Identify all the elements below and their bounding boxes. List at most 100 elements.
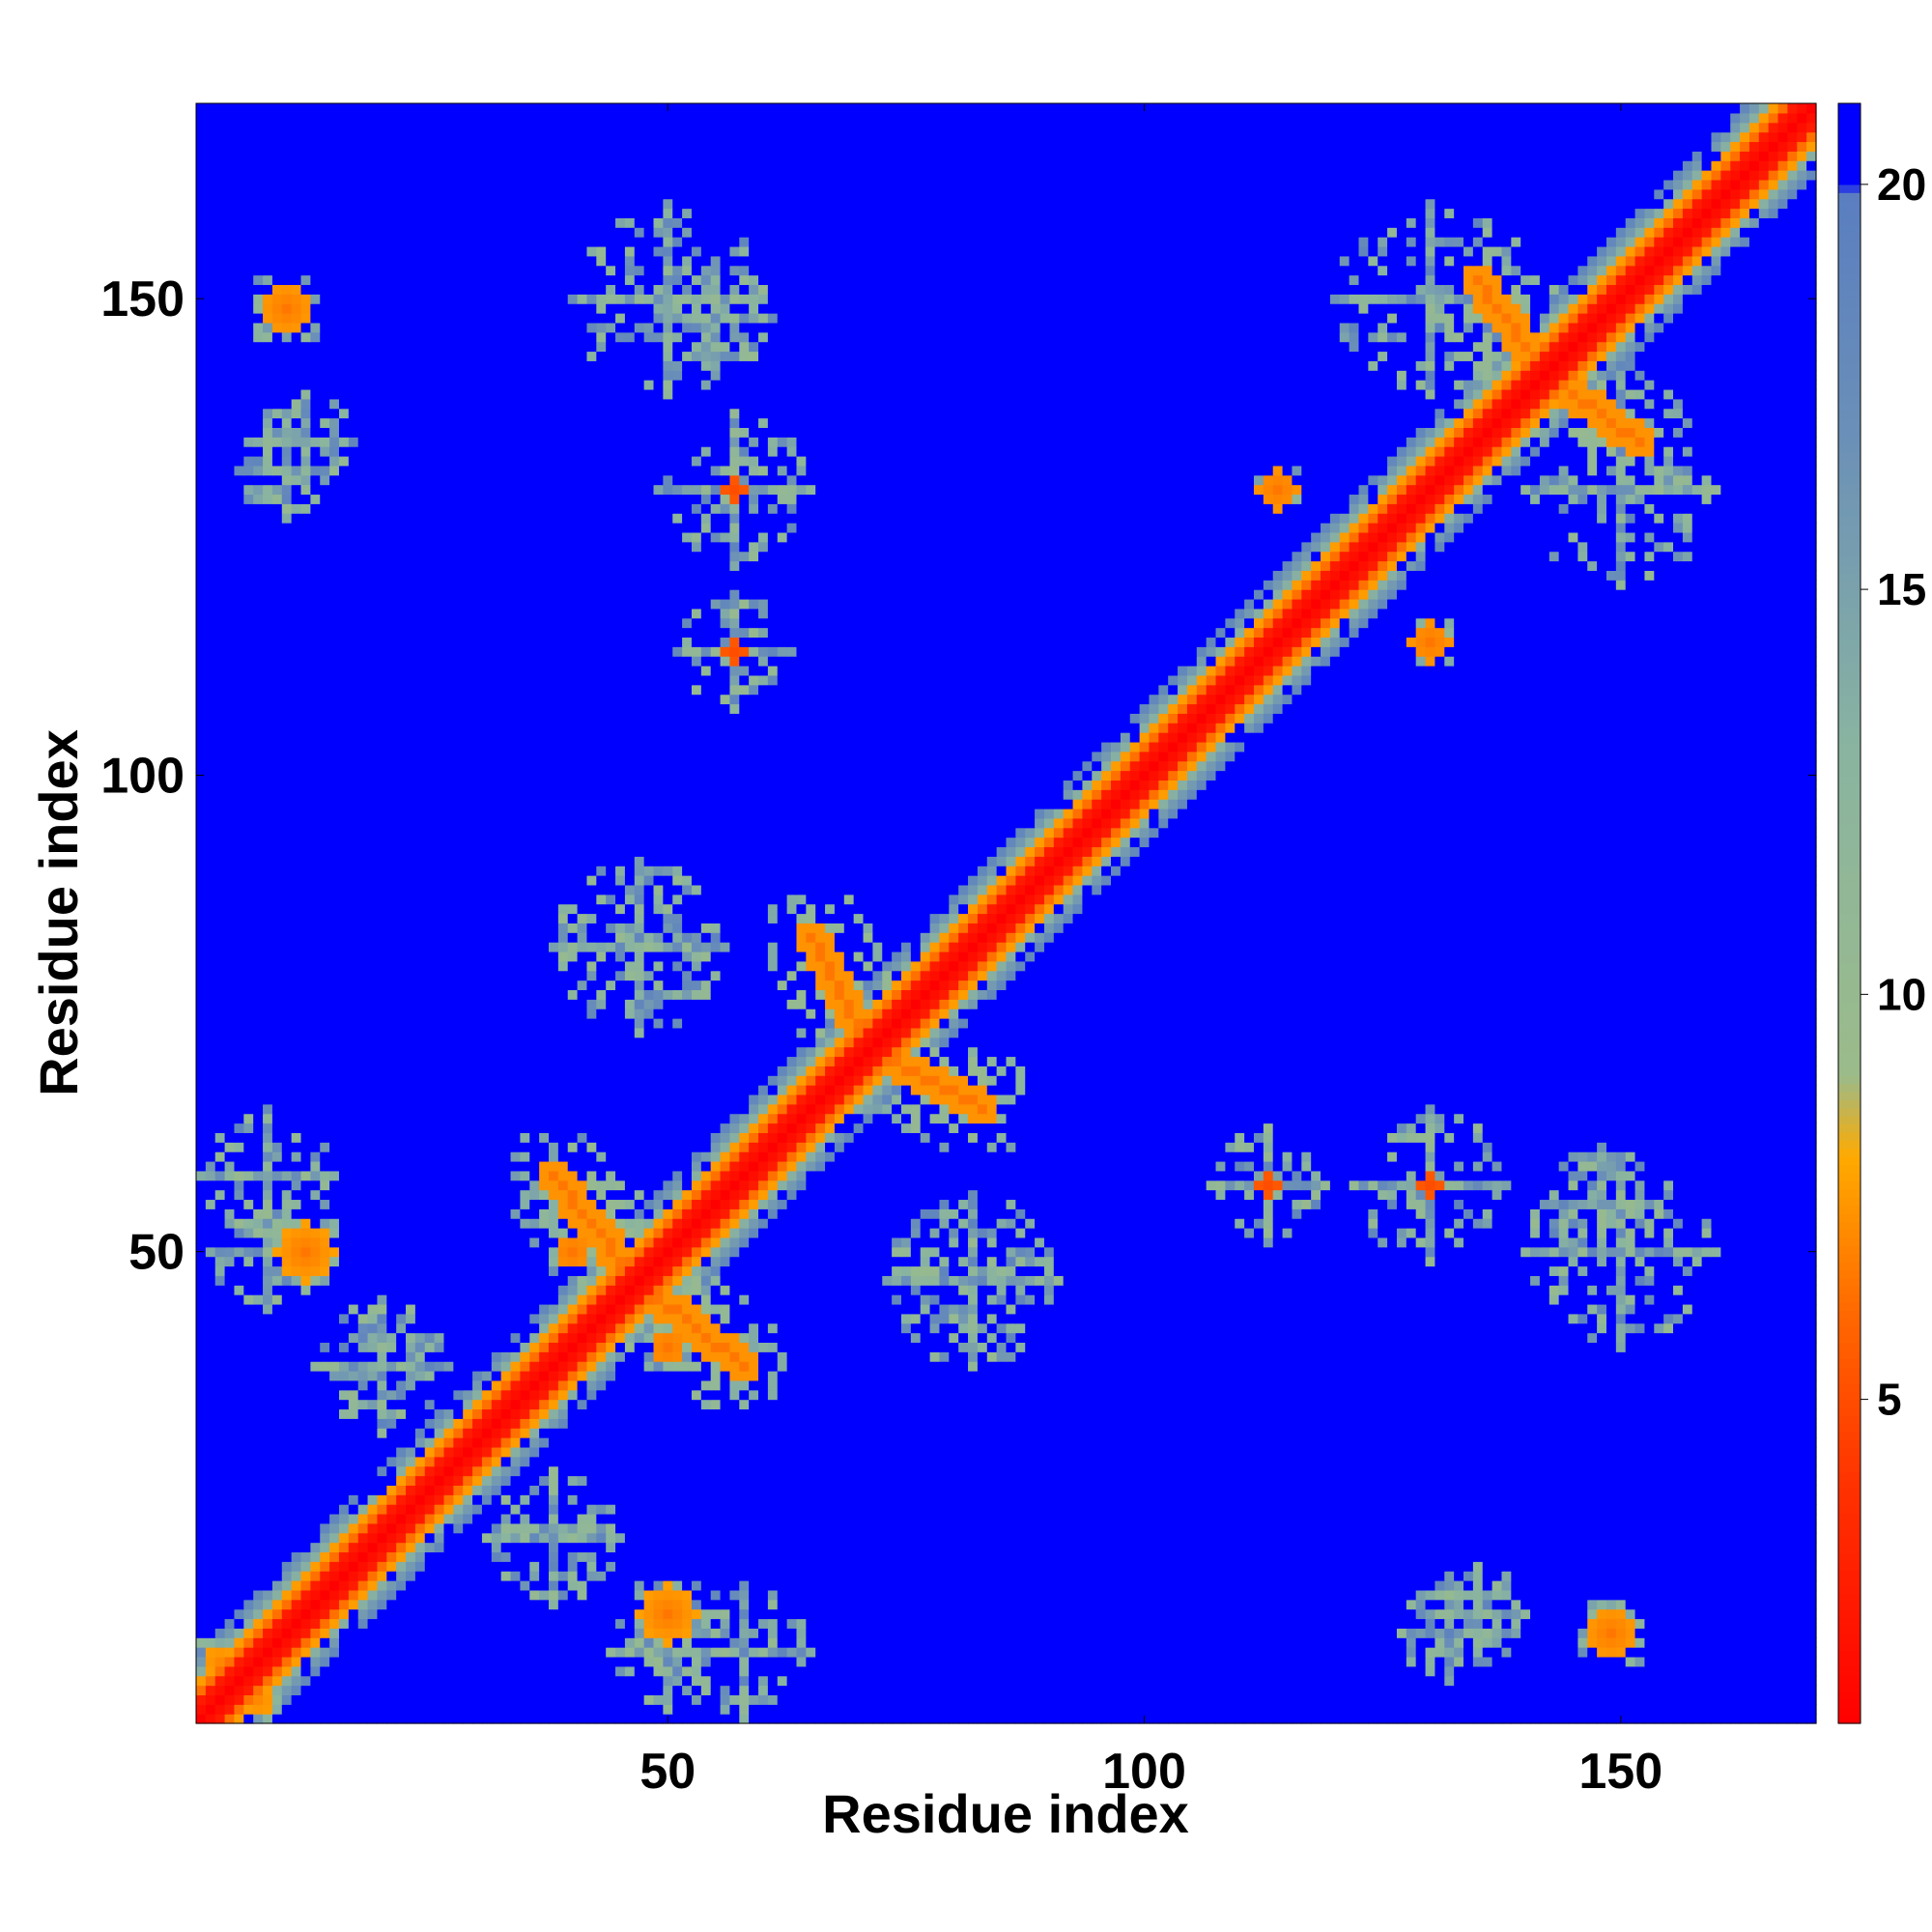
heatmap-cell (739, 1676, 749, 1686)
heatmap-cell (1540, 1514, 1549, 1523)
heatmap-cell (1235, 1466, 1244, 1476)
heatmap-cell (1197, 1618, 1207, 1628)
heatmap-cell (1387, 1676, 1397, 1686)
heatmap-cell (758, 1543, 768, 1552)
heatmap-cell (1787, 1447, 1797, 1457)
heatmap-cell (1025, 1637, 1035, 1647)
heatmap-cell (672, 1580, 682, 1590)
heatmap-cell (1806, 1590, 1816, 1600)
heatmap-cell (1387, 1590, 1397, 1600)
heatmap-cell (949, 1666, 958, 1676)
heatmap-cell (1387, 1533, 1397, 1543)
heatmap-cell (1597, 1590, 1606, 1600)
heatmap-cell (329, 1523, 339, 1533)
heatmap-cell (1035, 1466, 1044, 1476)
heatmap-cell (882, 1704, 892, 1714)
heatmap-cell (1235, 1494, 1244, 1504)
heatmap-cell (911, 1704, 921, 1714)
heatmap-cell (482, 1628, 492, 1637)
heatmap-cell (282, 1686, 292, 1695)
heatmap-cell (1597, 1676, 1606, 1686)
heatmap-cell (815, 1694, 825, 1704)
heatmap-cell (1235, 1637, 1244, 1647)
heatmap-cell (196, 1437, 206, 1447)
heatmap-cell (1635, 1628, 1645, 1637)
heatmap-cell (911, 1476, 921, 1486)
heatmap-cell (1025, 1514, 1035, 1523)
heatmap-cell (796, 1590, 806, 1600)
heatmap-cell (1368, 1543, 1378, 1552)
heatmap-cell (1140, 1666, 1150, 1676)
heatmap-cell (1416, 1609, 1426, 1619)
heatmap-cell (443, 1590, 453, 1600)
heatmap-cell (1064, 1657, 1073, 1666)
heatmap-cell (1416, 1561, 1426, 1571)
heatmap-cell (320, 1600, 329, 1609)
heatmap-cell (1283, 1466, 1293, 1476)
heatmap-cell (882, 1694, 892, 1704)
heatmap-cell (1549, 1561, 1559, 1571)
heatmap-cell (1264, 1694, 1273, 1704)
heatmap-cell (958, 1618, 968, 1628)
heatmap-cell (806, 1523, 815, 1533)
heatmap-cell (253, 1533, 263, 1543)
heatmap-cell (930, 1628, 940, 1637)
heatmap-cell (596, 1694, 606, 1704)
heatmap-cell (549, 1485, 558, 1494)
heatmap-cell (358, 1466, 368, 1476)
heatmap-cell (815, 1618, 825, 1628)
heatmap-cell (1520, 1600, 1530, 1609)
heatmap-cell (1082, 1466, 1092, 1476)
heatmap-cell (368, 1609, 378, 1619)
heatmap-cell (578, 1437, 587, 1447)
heatmap-cell (272, 1447, 282, 1457)
heatmap-cell (663, 1571, 672, 1580)
heatmap-cell (958, 1485, 968, 1494)
heatmap-cell (1778, 1647, 1788, 1657)
heatmap-cell (911, 1466, 921, 1476)
heatmap-cell (1530, 1485, 1540, 1494)
heatmap-cell (806, 1514, 815, 1523)
heatmap-cell (711, 1447, 721, 1457)
heatmap-cell (377, 1523, 386, 1533)
heatmap-cell (758, 1523, 768, 1533)
heatmap-cell (520, 1523, 529, 1533)
heatmap-cell (1626, 1676, 1635, 1686)
heatmap-cell (1559, 1618, 1569, 1628)
heatmap-cell (520, 1686, 529, 1695)
heatmap-cell (329, 1543, 339, 1552)
heatmap-cell (520, 1666, 529, 1676)
heatmap-cell (482, 1580, 492, 1590)
heatmap-cell (539, 1523, 549, 1533)
heatmap-cell (529, 1714, 539, 1723)
heatmap-cell (1130, 1543, 1140, 1552)
heatmap-cell (663, 1485, 672, 1494)
heatmap-cell (1520, 1514, 1530, 1523)
heatmap-cell (949, 1647, 958, 1657)
heatmap-cell (1616, 1476, 1626, 1486)
heatmap-cell (625, 1485, 635, 1494)
heatmap-cell (1101, 1666, 1111, 1676)
heatmap-cell (968, 1714, 978, 1723)
heatmap-cell (1378, 1571, 1387, 1580)
heatmap-cell (1569, 1657, 1578, 1666)
heatmap-cell (1225, 1494, 1235, 1504)
heatmap-cell (778, 1714, 787, 1723)
heatmap-cell (1168, 1628, 1178, 1637)
heatmap-cell (1663, 1628, 1673, 1637)
heatmap-cell (711, 1590, 721, 1600)
heatmap-cell (1149, 1485, 1158, 1494)
heatmap-cell (997, 1609, 1007, 1619)
heatmap-cell (1473, 1561, 1483, 1571)
heatmap-cell (1759, 1618, 1769, 1628)
heatmap-cell (1454, 1609, 1463, 1619)
heatmap-cell (1178, 1571, 1187, 1580)
heatmap-cell (596, 1504, 606, 1514)
heatmap-cell (586, 1533, 596, 1543)
heatmap-cell (1044, 1494, 1054, 1504)
heatmap-cell (1444, 1714, 1454, 1723)
heatmap-cell (911, 1514, 921, 1523)
heatmap-cell (1101, 1543, 1111, 1552)
heatmap-cell (625, 1514, 635, 1523)
heatmap-cell (1559, 1676, 1569, 1686)
